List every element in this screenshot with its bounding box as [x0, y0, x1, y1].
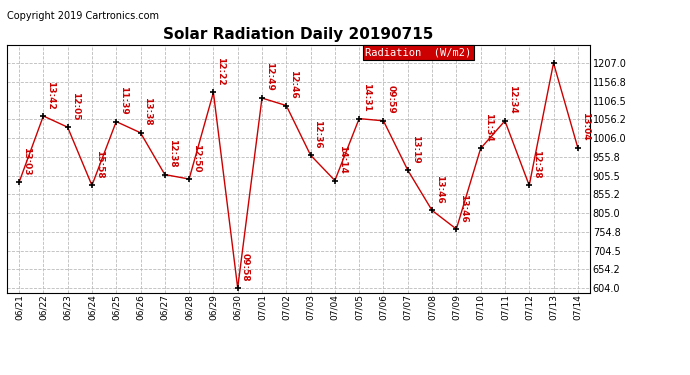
Text: 12:49: 12:49: [265, 63, 274, 92]
Text: 14:31: 14:31: [362, 83, 371, 112]
Text: 12:38: 12:38: [532, 150, 541, 178]
Text: 09:58: 09:58: [241, 253, 250, 281]
Text: 13:19: 13:19: [411, 135, 420, 164]
Text: 13:03: 13:03: [22, 147, 31, 176]
Text: 12:22: 12:22: [216, 57, 226, 86]
Text: 13:04: 13:04: [581, 112, 590, 141]
Text: 11:39: 11:39: [119, 86, 128, 115]
Title: Solar Radiation Daily 20190715: Solar Radiation Daily 20190715: [164, 27, 433, 42]
Text: 09:59: 09:59: [386, 86, 395, 114]
Text: Copyright 2019 Cartronics.com: Copyright 2019 Cartronics.com: [7, 11, 159, 21]
Text: 13:46: 13:46: [460, 194, 469, 222]
Text: 13:38: 13:38: [144, 98, 152, 126]
Text: 12:38: 12:38: [168, 139, 177, 168]
Text: 12:50: 12:50: [192, 144, 201, 172]
Text: Radiation  (W/m2): Radiation (W/m2): [366, 48, 472, 57]
Text: 15:58: 15:58: [95, 150, 103, 178]
Text: 12:36: 12:36: [313, 120, 322, 148]
Text: 12:05: 12:05: [70, 92, 79, 120]
Text: 12:34: 12:34: [508, 86, 517, 114]
Text: 14:14: 14:14: [338, 145, 347, 174]
Text: 13:42: 13:42: [46, 81, 55, 109]
Text: 11:34: 11:34: [484, 113, 493, 142]
Text: 13:46: 13:46: [435, 175, 444, 204]
Text: 12:46: 12:46: [289, 70, 298, 99]
